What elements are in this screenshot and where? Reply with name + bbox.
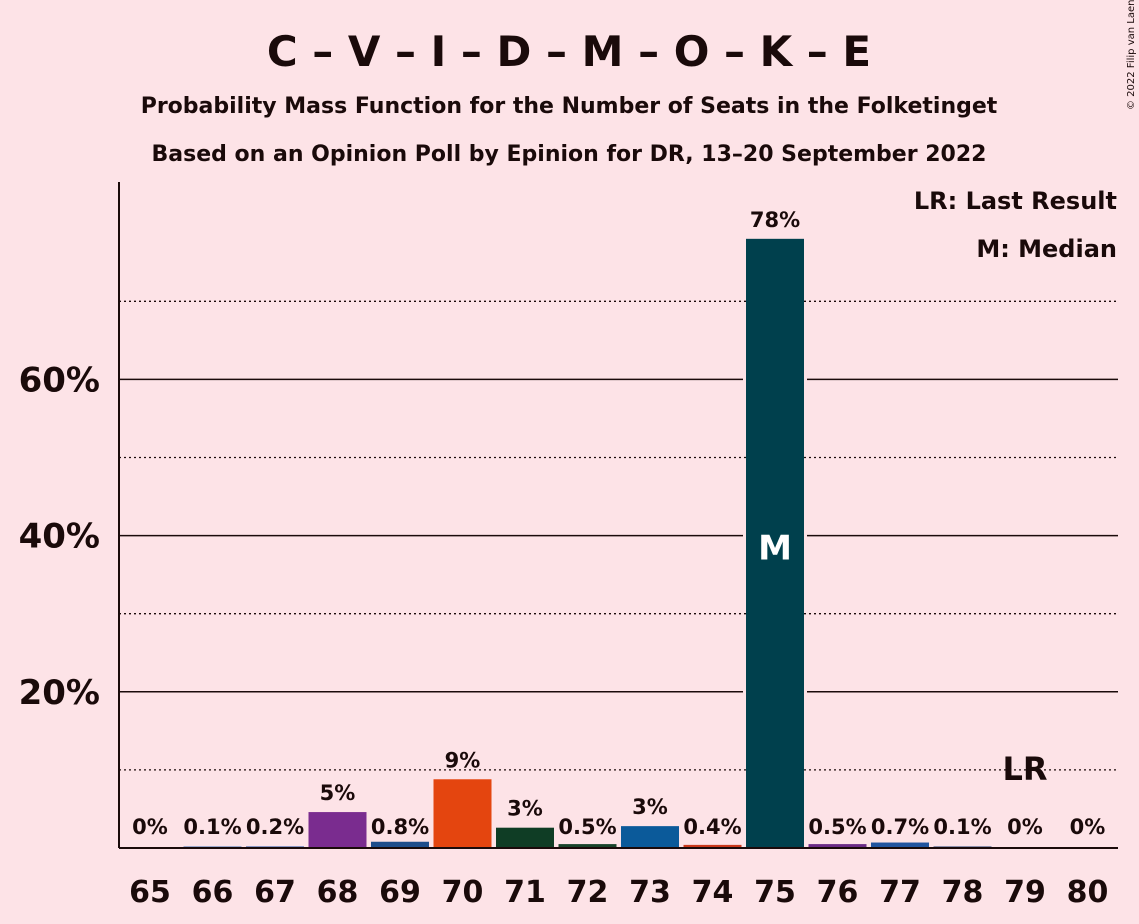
bar-seats-75 [746, 238, 804, 848]
copyright-note: © 2022 Filip van Laenen [1126, 0, 1137, 110]
x-tick-74: 74 [692, 875, 734, 910]
data-labels-group: 0% 0.1% 0.2%5%0.8%9%3%0.5%3%0.4%78%0.5% 0.7… [132, 208, 1105, 839]
y-tick-label: 20% [19, 673, 100, 713]
x-tick-76: 76 [817, 875, 859, 910]
data-label-69: 0.8% [371, 815, 429, 839]
data-label-77: 0.7% [871, 815, 929, 839]
x-tick-77: 77 [879, 875, 921, 910]
bar-seats-68 [308, 812, 367, 848]
bars-group [183, 238, 992, 848]
legend-last-result: LR: Last Result [914, 187, 1117, 215]
last-result-marker: LR [1002, 750, 1047, 788]
data-label-66: 0.1% [183, 815, 241, 839]
chart-subtitle-poll: Based on an Opinion Poll by Epinion for … [152, 142, 987, 167]
median-marker: M [758, 529, 792, 569]
chart-subtitle: Probability Mass Function for the Number… [141, 94, 998, 119]
data-label-75: 78% [750, 208, 800, 232]
y-tick-label: 40% [19, 517, 100, 557]
x-tick-65: 65 [129, 875, 171, 910]
data-label-68: 5% [320, 781, 356, 805]
data-label-70: 9% [445, 748, 481, 772]
x-tick-72: 72 [567, 875, 609, 910]
x-tick-67: 67 [254, 875, 296, 910]
data-label-79: 0% [1007, 815, 1043, 839]
data-label-74: 0.4% [683, 815, 741, 839]
x-tick-71: 71 [504, 875, 546, 910]
x-tick-66: 66 [192, 875, 234, 910]
grid-lines [119, 300, 1118, 771]
x-tick-75: 75 [754, 875, 796, 910]
bar-seats-74 [683, 844, 742, 848]
bar-seats-76 [808, 844, 867, 848]
bar-seats-77 [871, 842, 929, 848]
bar-seats-72 [558, 844, 617, 848]
x-tick-68: 68 [317, 875, 359, 910]
x-tick-69: 69 [379, 875, 421, 910]
x-tick-70: 70 [442, 875, 484, 910]
data-label-72: 0.5% [558, 815, 616, 839]
data-label-76: 0.5% [808, 815, 866, 839]
data-label-65: 0% [132, 815, 168, 839]
bar-seats-71 [496, 827, 554, 848]
y-tick-labels: 20% 40% 60% [19, 360, 100, 712]
x-tick-78: 78 [942, 875, 984, 910]
x-tick-79: 79 [1004, 875, 1046, 910]
x-tick-labels: 65 66 67 68 69 70 71 72 73 74 75 76 77 78 79 80 [129, 875, 1108, 910]
legend-median: M: Median [976, 235, 1117, 263]
data-label-73: 3% [632, 795, 668, 819]
data-label-67: 0.2% [246, 815, 304, 839]
data-label-80: 0% [1070, 815, 1106, 839]
x-tick-80: 80 [1067, 875, 1109, 910]
chart-title: C – V – I – D – M – O – K – E [267, 27, 871, 76]
bar-seats-70 [433, 779, 492, 848]
x-tick-73: 73 [629, 875, 671, 910]
bar-seats-69 [371, 841, 429, 848]
data-label-78: 0.1% [933, 815, 991, 839]
y-tick-label: 60% [19, 360, 100, 400]
bar-seats-73 [621, 826, 679, 848]
data-label-71: 3% [507, 797, 543, 821]
